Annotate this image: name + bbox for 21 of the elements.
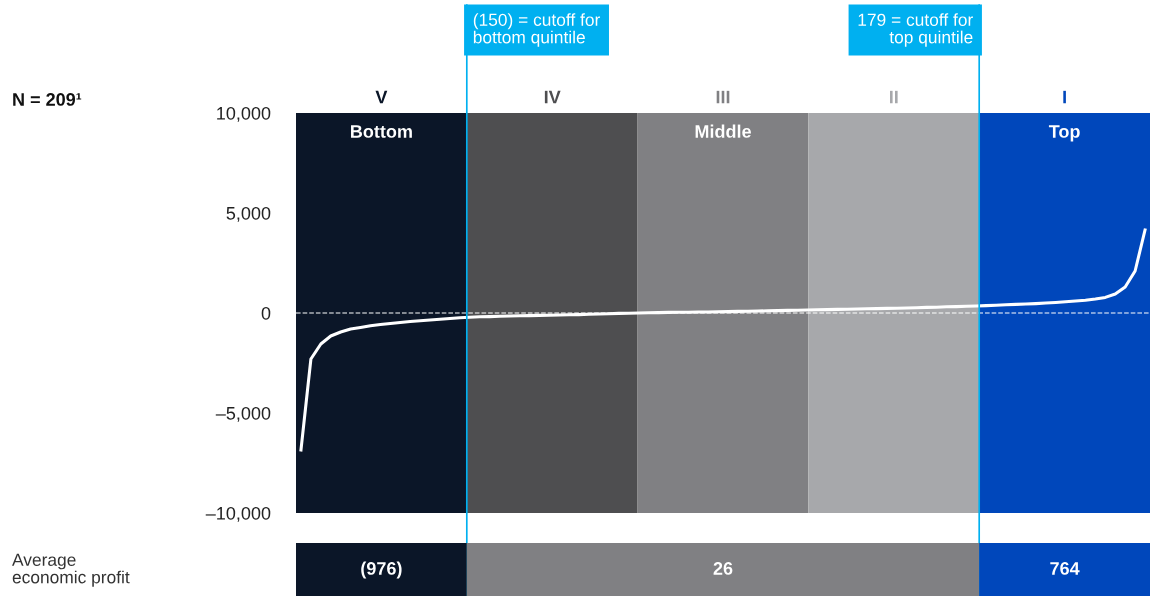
y-tick-label: 0 (261, 306, 271, 320)
text: III (716, 90, 730, 104)
annotation: Bottom (351, 125, 412, 138)
y-tick-label: 10,000 (217, 106, 271, 122)
text: 26 (713, 562, 733, 575)
y-tick-label: –10,000 (205, 506, 271, 522)
text: II (889, 90, 898, 104)
text: IV (544, 90, 561, 104)
annotation: Middle (695, 124, 751, 138)
text: Average economic profit (12, 553, 130, 587)
text: I (1063, 90, 1066, 104)
line-series (299, 228, 1147, 452)
y-tick-label: 5,000 (226, 206, 271, 222)
text: 179 = cutoff for top quintile (858, 13, 973, 47)
text: N = 209¹ (13, 93, 82, 106)
text: (150) = cutoff for bottom quintile (473, 13, 601, 47)
y-tick-label: –5,000 (215, 406, 271, 422)
text: V (375, 90, 388, 104)
text: 764 (1050, 562, 1080, 575)
annotation: Top (1048, 125, 1080, 142)
text: (976) (361, 561, 402, 579)
